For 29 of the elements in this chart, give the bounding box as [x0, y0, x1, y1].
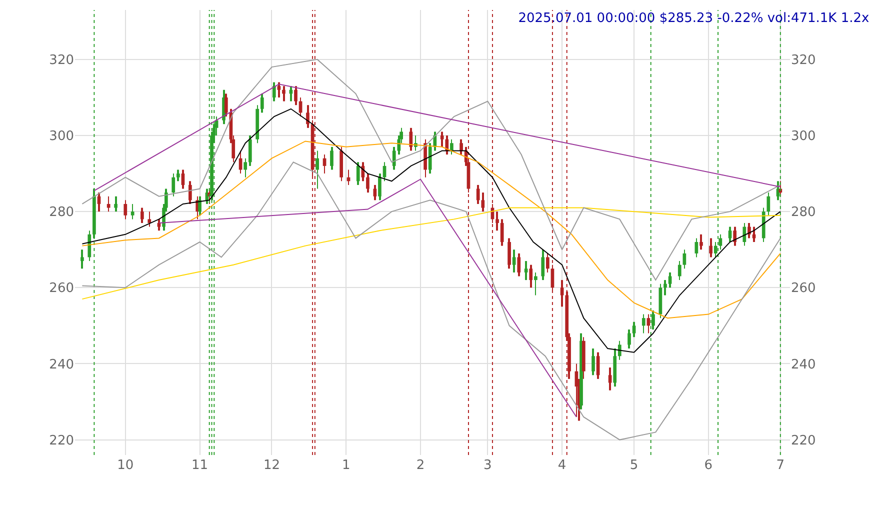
y2-tick-label: 280 [791, 205, 816, 220]
chart-title: 2025.07.01 00:00:00 $285.23 -0.22% vol:471.1K 1.2x [518, 11, 870, 26]
y2-tick-label: 300 [791, 129, 816, 144]
line-series [158, 178, 577, 418]
x-tick-label: 1 [342, 458, 350, 473]
x-tick-label: 7 [776, 458, 785, 473]
x-tick-label: 2 [416, 458, 425, 473]
y-tick-label: 260 [49, 281, 74, 296]
y-tick-label: 240 [49, 357, 74, 372]
y2-tick-label: 240 [791, 357, 816, 372]
x-tick-label: 5 [630, 458, 638, 473]
x-tick-label: 3 [484, 458, 492, 473]
y2-tick-label: 320 [791, 52, 816, 68]
line-series [82, 58, 781, 281]
line-series [82, 162, 781, 440]
y2-tick-label: 260 [791, 281, 816, 296]
y-tick-label: 320 [49, 52, 74, 68]
x-tick-label: 4 [558, 458, 566, 473]
y-tick-label: 300 [49, 129, 74, 144]
x-tick-label: 10 [117, 458, 134, 473]
x-tick-label: 11 [191, 458, 208, 473]
x-tick-label: 6 [704, 458, 713, 473]
y2-tick-label: 220 [791, 433, 816, 448]
x-tick-label: 12 [263, 458, 280, 473]
line-series [82, 207, 781, 300]
y-tick-label: 220 [49, 433, 74, 448]
line-series [82, 108, 781, 353]
y-tick-label: 280 [49, 205, 74, 220]
line-series [82, 140, 781, 319]
